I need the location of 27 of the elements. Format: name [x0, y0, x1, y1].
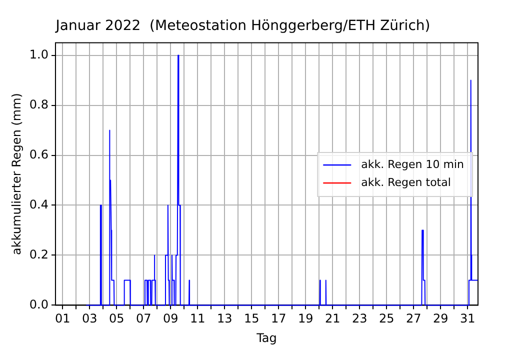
y-tick-label: 0.6	[29, 147, 48, 162]
x-tick-label: 27	[406, 312, 422, 326]
legend-label: akk. Regen 10 min	[361, 158, 464, 171]
y-tick-label: 1.0	[29, 47, 48, 62]
x-tick-label: 03	[82, 312, 98, 326]
x-tick-label: 09	[162, 312, 178, 326]
y-axis-title: akkumulierter Regen (mm)	[9, 93, 24, 255]
y-tick-label: 0.4	[29, 197, 48, 212]
x-tick-label: 29	[432, 312, 448, 326]
y-tick-label: 0.8	[29, 97, 48, 112]
x-tick-label: 25	[378, 312, 394, 326]
x-tick-label: 11	[190, 312, 206, 326]
legend-label: akk. Regen total	[361, 176, 451, 189]
x-tick-label: 15	[244, 312, 260, 326]
x-tick-label: 17	[270, 312, 286, 326]
x-tick-label: 19	[298, 312, 314, 326]
x-axis-title: Tag	[256, 330, 277, 345]
y-tick-label: 0.2	[29, 247, 48, 262]
x-tick-label: 13	[216, 312, 232, 326]
x-tick-label: 01	[55, 312, 70, 326]
x-tick-label: 07	[136, 312, 152, 326]
chart-title: Januar 2022 (Meteostation Hönggerberg/ETH Zürich)	[54, 18, 430, 34]
y-tick-label: 0.0	[29, 297, 48, 312]
x-tick-label: 05	[108, 312, 124, 326]
x-tick-label: 21	[324, 312, 340, 326]
x-tick-label: 23	[352, 312, 368, 326]
x-tick-label: 31	[460, 312, 476, 326]
